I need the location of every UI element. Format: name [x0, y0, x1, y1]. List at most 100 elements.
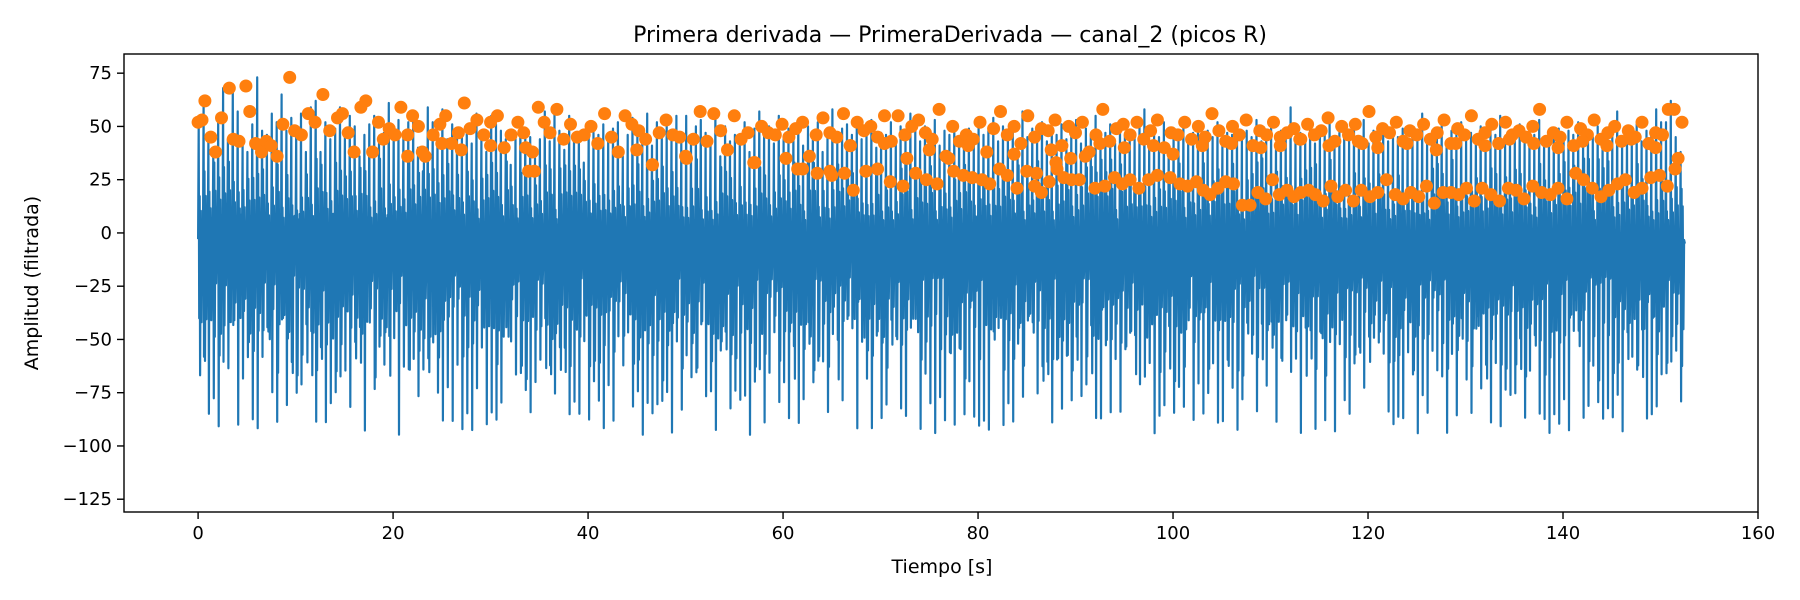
r-peak-point [1014, 137, 1028, 150]
r-peak-point [406, 109, 420, 123]
r-peak-point [1287, 122, 1301, 136]
r-peak-point [639, 132, 653, 146]
signal-series [197, 76, 1686, 436]
r-peak-point [415, 145, 429, 159]
r-peak-point [1348, 117, 1362, 131]
r-peak-point [1232, 128, 1246, 142]
r-peak-point [511, 115, 525, 129]
r-peak-point [994, 105, 1007, 118]
r-peak-point [1551, 141, 1565, 155]
r-peak-point [1316, 194, 1330, 208]
r-peak-point [1339, 183, 1353, 197]
r-peak-point [564, 117, 577, 131]
r-peak-point [1243, 198, 1257, 212]
r-peak-point [645, 158, 659, 172]
r-peak-point [965, 171, 979, 185]
r-peak-point [347, 145, 361, 159]
r-peak-point [411, 119, 425, 133]
r-peak-point [775, 117, 789, 131]
r-peak-point [1116, 117, 1130, 131]
r-peak-point [673, 130, 687, 144]
signal-line [197, 76, 1686, 436]
r-peak-point [451, 126, 465, 140]
r-peak-point [1123, 173, 1137, 187]
r-peak-point [323, 124, 337, 138]
r-peak-point [919, 173, 933, 187]
r-peak-point [1553, 130, 1567, 144]
r-peak-point [401, 149, 415, 163]
r-peak-point [779, 151, 793, 165]
r-peak-point [1417, 117, 1431, 131]
r-peak-point [1427, 196, 1441, 210]
x-tick-label: 80 [967, 523, 990, 544]
r-peak-point [679, 149, 693, 163]
r-peak-point [1049, 156, 1063, 170]
r-peak-point [457, 96, 471, 110]
y-tick-label: −125 [63, 489, 112, 510]
r-peak-point [823, 164, 837, 178]
x-axis: 0 20 40 60 80 100 120 140 160 [192, 512, 1775, 544]
r-peak-point [1346, 194, 1360, 208]
r-peak-point [1166, 147, 1180, 161]
r-peak-point [1075, 115, 1089, 129]
r-peak-point [714, 124, 728, 138]
r-peak-point [816, 111, 830, 125]
r-peak-point [372, 115, 385, 129]
r-peak-point [980, 145, 994, 159]
r-peak-point [1007, 119, 1021, 133]
r-peak-point [1624, 132, 1638, 146]
r-peak-point [809, 128, 823, 142]
r-peak-point [1660, 179, 1674, 193]
r-peak-point [204, 130, 218, 144]
r-peak-point [1314, 124, 1328, 138]
r-peak-point [1430, 126, 1444, 140]
r-peak-point [388, 128, 402, 142]
r-peak-point [932, 102, 946, 116]
r-peak-point [1273, 139, 1287, 153]
r-peak-point [557, 132, 571, 146]
r-peak-point [946, 119, 960, 133]
r-peak-point [335, 107, 349, 121]
r-peak-point [504, 128, 518, 142]
r-peak-point [883, 175, 897, 189]
r-peak-point [1668, 162, 1682, 176]
r-peak-point [630, 143, 644, 157]
r-peak-point [1123, 128, 1137, 142]
r-peak-point [1150, 113, 1164, 127]
r-peak-point [294, 128, 308, 142]
r-peak-point [1254, 141, 1268, 155]
r-peak-point [1064, 151, 1078, 165]
r-peak-point [1117, 141, 1131, 155]
r-peak-point [1509, 183, 1523, 197]
x-tick-label: 0 [192, 523, 203, 544]
r-peak-point [1478, 139, 1492, 153]
x-tick-label: 40 [577, 523, 600, 544]
r-peak-point [1212, 124, 1226, 138]
r-peak-point [426, 128, 440, 142]
r-peak-point [1383, 126, 1396, 140]
r-peak-point [930, 177, 944, 191]
r-peak-point [1301, 117, 1315, 131]
r-peak-point [961, 139, 975, 153]
r-peak-point [1577, 173, 1590, 187]
r-peak-point [341, 126, 355, 140]
r-peak-point [1055, 139, 1069, 153]
r-peak-point [1460, 181, 1473, 195]
r-peak-point [519, 141, 533, 155]
r-peak-point [987, 122, 1001, 136]
r-peak-point [477, 128, 491, 142]
r-peak-point [942, 151, 956, 165]
r-peak-point [1267, 115, 1280, 129]
r-peak-point [707, 107, 721, 121]
r-peak-point [1420, 179, 1433, 193]
x-tick-label: 120 [1351, 523, 1385, 544]
y-tick-label: −50 [74, 329, 112, 350]
r-peak-point [1044, 143, 1058, 157]
r-peak-point [243, 105, 257, 118]
r-peak-point [445, 137, 459, 150]
r-peak-point [1093, 137, 1107, 150]
r-peak-point [1449, 137, 1463, 150]
r-peak-point [796, 115, 810, 129]
r-peak-point [1618, 173, 1632, 187]
r-peak-point [1132, 181, 1146, 195]
